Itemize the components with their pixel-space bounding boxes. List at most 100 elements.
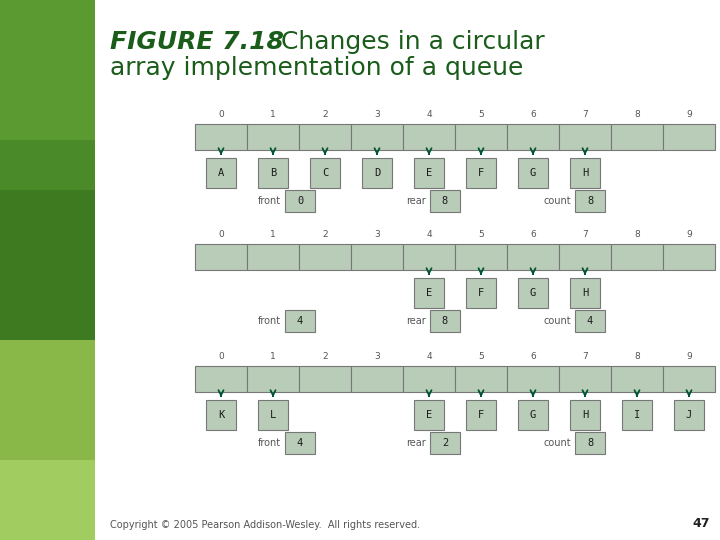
- Text: 4: 4: [587, 316, 593, 326]
- Bar: [559, 244, 611, 270]
- Bar: [247, 244, 299, 270]
- Text: H: H: [582, 410, 588, 420]
- Bar: [507, 244, 559, 270]
- Bar: [559, 366, 611, 392]
- Text: 4: 4: [426, 230, 432, 239]
- Text: 6: 6: [530, 352, 536, 361]
- Bar: [455, 244, 507, 270]
- Bar: [247, 366, 299, 392]
- Text: 2: 2: [442, 438, 448, 448]
- Bar: [466, 400, 496, 430]
- Bar: [430, 190, 460, 212]
- Text: 8: 8: [634, 110, 640, 119]
- Bar: [247, 124, 299, 150]
- Bar: [455, 366, 507, 392]
- Bar: [285, 432, 315, 454]
- Text: 1: 1: [270, 110, 276, 119]
- Bar: [507, 124, 559, 150]
- Text: A: A: [218, 168, 224, 178]
- Bar: [299, 366, 351, 392]
- Bar: [0, 0, 95, 140]
- Text: C: C: [322, 168, 328, 178]
- Text: 9: 9: [686, 230, 692, 239]
- Text: F: F: [478, 288, 484, 298]
- Text: array implementation of a queue: array implementation of a queue: [110, 56, 523, 80]
- Bar: [0, 460, 95, 540]
- Bar: [466, 278, 496, 308]
- Bar: [430, 432, 460, 454]
- Text: Changes in a circular: Changes in a circular: [265, 30, 545, 54]
- Bar: [570, 278, 600, 308]
- Text: 47: 47: [693, 517, 710, 530]
- Bar: [0, 340, 95, 540]
- Text: G: G: [530, 410, 536, 420]
- Bar: [575, 432, 605, 454]
- Bar: [674, 400, 704, 430]
- Bar: [351, 244, 403, 270]
- Bar: [518, 400, 548, 430]
- Text: rear: rear: [406, 438, 426, 448]
- Bar: [258, 158, 288, 188]
- Text: E: E: [426, 410, 432, 420]
- Text: 5: 5: [478, 352, 484, 361]
- Text: 0: 0: [218, 230, 224, 239]
- Bar: [0, 0, 95, 190]
- Text: 9: 9: [686, 352, 692, 361]
- Text: 8: 8: [634, 230, 640, 239]
- Bar: [466, 158, 496, 188]
- Text: I: I: [634, 410, 640, 420]
- Bar: [403, 366, 455, 392]
- Text: count: count: [544, 196, 571, 206]
- Bar: [362, 158, 392, 188]
- Text: 3: 3: [374, 110, 380, 119]
- Text: 0: 0: [218, 110, 224, 119]
- Text: 7: 7: [582, 230, 588, 239]
- Bar: [611, 366, 663, 392]
- Bar: [414, 400, 444, 430]
- Text: G: G: [530, 288, 536, 298]
- Text: 6: 6: [530, 110, 536, 119]
- Bar: [351, 124, 403, 150]
- Bar: [403, 124, 455, 150]
- Bar: [622, 400, 652, 430]
- Text: G: G: [530, 168, 536, 178]
- Text: H: H: [582, 288, 588, 298]
- Text: Copyright © 2005 Pearson Addison-Wesley.  All rights reserved.: Copyright © 2005 Pearson Addison-Wesley.…: [110, 520, 420, 530]
- Bar: [0, 0, 95, 340]
- Bar: [403, 244, 455, 270]
- Text: F: F: [478, 168, 484, 178]
- Text: 5: 5: [478, 110, 484, 119]
- Text: 5: 5: [478, 230, 484, 239]
- Bar: [575, 310, 605, 332]
- Text: front: front: [258, 196, 281, 206]
- Text: 2: 2: [322, 352, 328, 361]
- Text: 2: 2: [322, 230, 328, 239]
- Bar: [414, 158, 444, 188]
- Bar: [195, 244, 247, 270]
- Text: count: count: [544, 316, 571, 326]
- Bar: [299, 124, 351, 150]
- Bar: [0, 0, 95, 540]
- Text: 4: 4: [426, 110, 432, 119]
- Text: 1: 1: [270, 352, 276, 361]
- Text: F: F: [478, 410, 484, 420]
- Bar: [570, 400, 600, 430]
- Text: 8: 8: [442, 316, 448, 326]
- Text: 3: 3: [374, 352, 380, 361]
- Text: J: J: [686, 410, 692, 420]
- Text: 0: 0: [218, 352, 224, 361]
- Text: 7: 7: [582, 352, 588, 361]
- Text: 4: 4: [297, 316, 303, 326]
- Text: rear: rear: [406, 196, 426, 206]
- Text: front: front: [258, 438, 281, 448]
- Bar: [518, 158, 548, 188]
- Bar: [518, 278, 548, 308]
- Bar: [455, 124, 507, 150]
- Text: D: D: [374, 168, 380, 178]
- Text: FIGURE 7.18: FIGURE 7.18: [110, 30, 284, 54]
- Text: 3: 3: [374, 230, 380, 239]
- Bar: [663, 124, 715, 150]
- Bar: [414, 278, 444, 308]
- Bar: [195, 124, 247, 150]
- Bar: [663, 366, 715, 392]
